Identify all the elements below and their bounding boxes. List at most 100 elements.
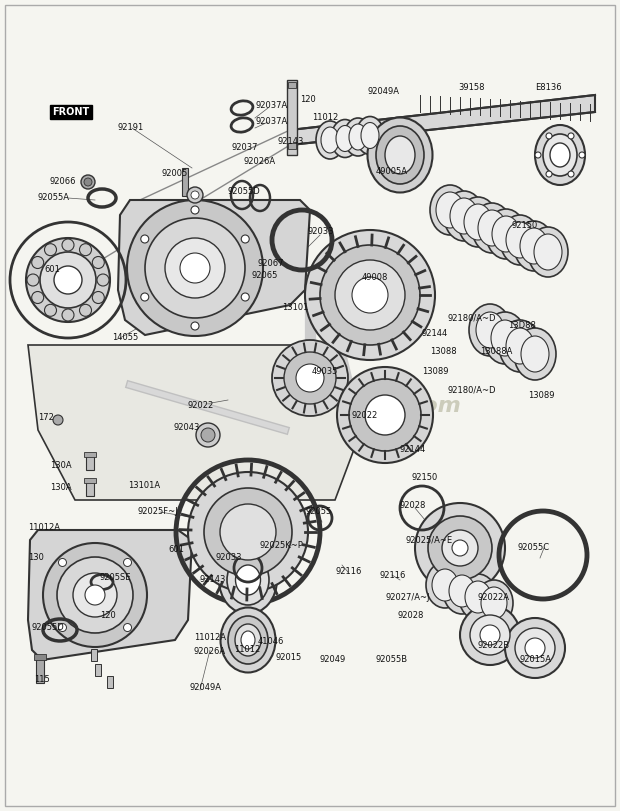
Text: 92065: 92065 bbox=[252, 272, 278, 281]
Ellipse shape bbox=[426, 562, 464, 608]
Ellipse shape bbox=[528, 227, 568, 277]
Text: 13089: 13089 bbox=[422, 367, 448, 376]
Ellipse shape bbox=[385, 136, 415, 174]
Circle shape bbox=[84, 178, 92, 186]
Ellipse shape bbox=[316, 121, 344, 159]
Circle shape bbox=[26, 238, 110, 322]
Text: 49008: 49008 bbox=[362, 273, 388, 282]
Ellipse shape bbox=[443, 568, 481, 614]
Bar bbox=[84, 452, 96, 457]
Text: 92191: 92191 bbox=[118, 123, 144, 132]
Circle shape bbox=[515, 628, 555, 668]
Ellipse shape bbox=[321, 127, 339, 153]
Text: 13088A: 13088A bbox=[480, 347, 512, 357]
Ellipse shape bbox=[449, 575, 475, 607]
Ellipse shape bbox=[241, 631, 255, 649]
Circle shape bbox=[54, 266, 82, 294]
Text: 92150: 92150 bbox=[512, 221, 538, 230]
Text: 92033: 92033 bbox=[216, 553, 242, 563]
Circle shape bbox=[81, 175, 95, 189]
Text: 92049: 92049 bbox=[320, 655, 346, 664]
Text: 92144: 92144 bbox=[422, 328, 448, 337]
Circle shape bbox=[187, 187, 203, 203]
Circle shape bbox=[201, 428, 215, 442]
Text: 92143: 92143 bbox=[200, 576, 226, 585]
Text: 601: 601 bbox=[168, 546, 184, 555]
Ellipse shape bbox=[478, 210, 506, 246]
Text: 11012A: 11012A bbox=[28, 523, 60, 533]
Text: 92180/A~D: 92180/A~D bbox=[448, 314, 497, 323]
Text: 49005A: 49005A bbox=[376, 168, 408, 177]
Circle shape bbox=[165, 238, 225, 298]
Text: 39158: 39158 bbox=[458, 84, 484, 92]
Ellipse shape bbox=[450, 198, 478, 234]
Circle shape bbox=[57, 557, 133, 633]
Circle shape bbox=[45, 304, 56, 316]
Text: 92026A: 92026A bbox=[194, 647, 226, 656]
Text: 92055A: 92055A bbox=[38, 194, 70, 203]
Ellipse shape bbox=[550, 143, 570, 167]
Text: 92049A: 92049A bbox=[368, 88, 400, 97]
Ellipse shape bbox=[486, 209, 526, 259]
Circle shape bbox=[546, 171, 552, 177]
Circle shape bbox=[79, 243, 92, 255]
Text: 92022: 92022 bbox=[352, 410, 378, 419]
Circle shape bbox=[73, 573, 117, 617]
Text: 14055: 14055 bbox=[112, 333, 138, 342]
Circle shape bbox=[62, 239, 74, 251]
Text: 130: 130 bbox=[28, 553, 44, 563]
Text: 130A: 130A bbox=[50, 461, 72, 470]
Bar bbox=[288, 143, 296, 149]
Ellipse shape bbox=[349, 124, 367, 150]
Polygon shape bbox=[118, 200, 310, 335]
Circle shape bbox=[43, 543, 147, 647]
Text: 13D88: 13D88 bbox=[508, 320, 536, 329]
Bar bbox=[84, 478, 96, 483]
Text: 92055C: 92055C bbox=[518, 543, 550, 552]
Text: 92025K~P: 92025K~P bbox=[260, 540, 304, 550]
Circle shape bbox=[352, 277, 388, 313]
Text: 92026A: 92026A bbox=[244, 157, 276, 165]
Text: 92144: 92144 bbox=[400, 445, 427, 454]
Text: 92066: 92066 bbox=[50, 177, 76, 186]
Circle shape bbox=[62, 309, 74, 321]
Ellipse shape bbox=[491, 320, 519, 356]
Ellipse shape bbox=[481, 587, 507, 619]
Text: 92150: 92150 bbox=[412, 474, 438, 483]
Text: 92055D: 92055D bbox=[32, 624, 64, 633]
Text: 92037A: 92037A bbox=[255, 101, 287, 109]
Circle shape bbox=[53, 415, 63, 425]
Circle shape bbox=[579, 152, 585, 158]
Ellipse shape bbox=[235, 624, 261, 656]
Ellipse shape bbox=[469, 304, 511, 356]
Text: 92055D: 92055D bbox=[228, 187, 261, 196]
Text: 92027/A~J: 92027/A~J bbox=[385, 594, 430, 603]
Circle shape bbox=[296, 364, 324, 392]
Text: 92055B: 92055B bbox=[375, 655, 407, 664]
Ellipse shape bbox=[444, 191, 484, 241]
Text: 92025/A~E: 92025/A~E bbox=[405, 535, 452, 544]
Ellipse shape bbox=[514, 221, 554, 271]
Bar bbox=[287, 80, 297, 155]
Circle shape bbox=[40, 252, 96, 308]
Ellipse shape bbox=[472, 203, 512, 253]
Text: 92143: 92143 bbox=[278, 136, 304, 145]
Text: eReplacementParts.com: eReplacementParts.com bbox=[159, 396, 461, 415]
Bar bbox=[34, 654, 46, 660]
Circle shape bbox=[58, 559, 66, 566]
Circle shape bbox=[92, 256, 104, 268]
Circle shape bbox=[428, 516, 492, 580]
Ellipse shape bbox=[336, 126, 354, 152]
Ellipse shape bbox=[520, 228, 548, 264]
Circle shape bbox=[97, 274, 109, 286]
Circle shape bbox=[191, 322, 199, 330]
Text: 13101: 13101 bbox=[282, 303, 308, 312]
Text: 92043: 92043 bbox=[174, 423, 200, 432]
Bar bbox=[86, 454, 94, 470]
Circle shape bbox=[204, 488, 292, 576]
Circle shape bbox=[305, 230, 435, 360]
Circle shape bbox=[505, 618, 565, 678]
Circle shape bbox=[92, 291, 104, 303]
Text: 92037A: 92037A bbox=[255, 118, 287, 127]
Text: 92116: 92116 bbox=[336, 568, 362, 577]
